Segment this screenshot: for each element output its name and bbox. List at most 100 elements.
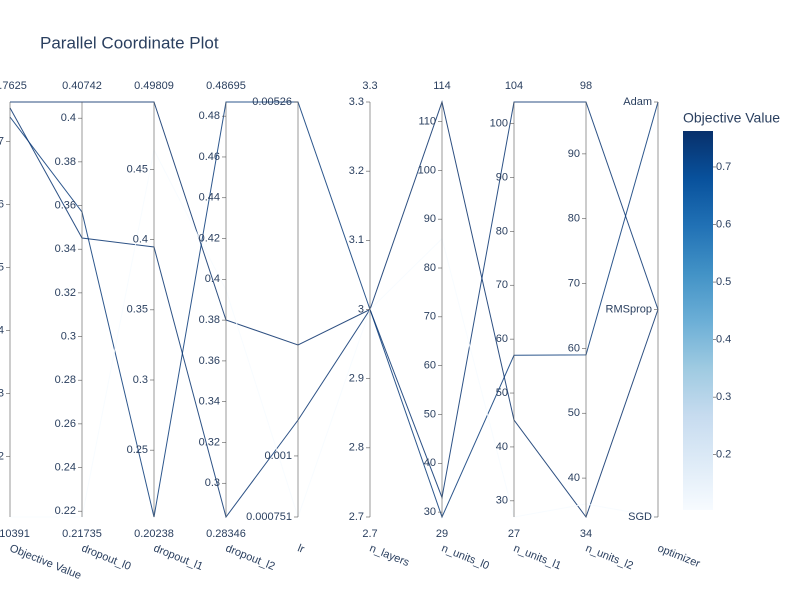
tick-label: 0.36 [55,199,76,211]
range-label-bottom: 0.10391 [0,528,30,540]
range-label-bottom: 0.21735 [62,528,102,540]
chart-title: Parallel Coordinate Plot [40,33,219,52]
trial-line [10,148,659,519]
tick-label: 90 [568,148,580,160]
tick-label: SGD [628,511,652,523]
tick-label: 0.5 [0,261,4,273]
tick-label: 0.36 [199,355,220,367]
range-label-top: 0.40742 [62,80,102,92]
tick-label: 0.3 [0,387,4,399]
tick-label: 0.25 [127,444,148,456]
range-label-top: 98 [580,80,592,92]
range-label-top: 0.7625 [0,80,27,92]
tick-label: 40 [568,472,580,484]
tick-label: 3.1 [349,234,364,246]
tick-label: 60 [496,333,508,345]
tick-label: 3.3 [349,96,364,108]
tick-label: 0.28 [55,374,76,386]
tick-label: 0.26 [55,418,76,430]
range-label-top: 0.48695 [206,80,246,92]
dimension-label: Objective Value [8,542,83,582]
tick-label: 0.45 [127,163,148,175]
tick-label: 30 [496,495,508,507]
colorbar-tick-label: 0.5 [716,276,731,288]
tick-label: 100 [418,164,436,176]
colorbar-tick-label: 0.3 [716,391,731,403]
tick-label: 80 [424,262,436,274]
tick-label: 70 [424,311,436,323]
tick-label: 2.8 [349,442,364,454]
dimension-label: n_units_l2 [584,542,635,572]
tick-label: 0.35 [127,304,148,316]
tick-label: Adam [623,96,652,108]
dimension-label: n_units_l1 [512,542,563,572]
tick-label: 0.38 [55,156,76,168]
tick-label: 0.34 [199,396,220,408]
tick-label: 0.001 [264,450,292,462]
tick-label: 100 [490,117,508,129]
tick-label: 0.7 [0,135,4,147]
tick-label: 50 [496,387,508,399]
colorbar-tick-label: 0.6 [716,218,731,230]
range-label-top: 114 [433,80,451,92]
tick-label: 0.24 [55,461,76,473]
colorbar-tick-label: 0.2 [716,449,731,461]
tick-label: 90 [424,213,436,225]
range-label-bottom: 29 [436,528,448,540]
dimension-label: dropout_l0 [80,542,133,573]
tick-label: 80 [496,225,508,237]
tick-label: 50 [568,407,580,419]
tick-label: 2.7 [349,511,364,523]
colorbar [683,131,713,510]
tick-label: 0.3 [133,374,148,386]
range-label-top: 0.49809 [134,80,174,92]
range-label-bottom: 2.7 [362,528,377,540]
tick-label: 0.22 [55,505,76,517]
tick-label: 0.4 [0,324,4,336]
tick-label: 3.2 [349,165,364,177]
tick-label: 0.4 [61,112,76,124]
colorbar-tick-label: 0.4 [716,334,731,346]
dimension-label: optimizer [656,542,702,570]
range-label-bottom: 0.28346 [206,528,246,540]
tick-label: 30 [424,506,436,518]
tick-label: 40 [496,441,508,453]
tick-label: 70 [496,279,508,291]
tick-label: 0.32 [55,287,76,299]
tick-label: 0.4 [205,273,220,285]
trial-line [9,101,659,519]
colorbar-title: Objective Value [683,110,780,126]
colorbar-tick-label: 0.7 [716,161,731,173]
tick-label: RMSprop [606,303,652,315]
tick-label: 0.34 [55,243,76,255]
dimension-label: n_units_l0 [440,542,491,572]
lines [9,100,659,519]
tick-label: 60 [568,342,580,354]
tick-label: 0.6 [0,198,4,210]
tick-label: 0.48 [199,110,220,122]
tick-label: 0.3 [205,477,220,489]
trial-line [9,101,659,519]
tick-label: 0.3 [61,330,76,342]
tick-label: 0.44 [199,192,220,204]
tick-label: 3 [358,303,364,315]
tick-label: 0.000751 [246,511,292,523]
dimension-label: dropout_l1 [152,542,205,573]
tick-label: 0.38 [199,314,220,326]
tick-label: 0.2 [0,450,4,462]
dimension-label: lr [296,542,306,556]
tick-label: 2.9 [349,373,364,385]
tick-label: 0.00526 [252,96,292,108]
dimension-label: dropout_l2 [224,542,277,573]
tick-label: 90 [496,171,508,183]
range-label-bottom: 0.20238 [134,528,174,540]
range-label-bottom: 34 [580,528,592,540]
tick-label: 0.46 [199,151,220,163]
tick-label: 80 [568,213,580,225]
dimension-label: n_layers [368,542,412,569]
trial-line [10,100,659,519]
tick-label: 0.32 [199,436,220,448]
range-label-top: 104 [505,80,523,92]
range-label-bottom: 27 [508,528,520,540]
